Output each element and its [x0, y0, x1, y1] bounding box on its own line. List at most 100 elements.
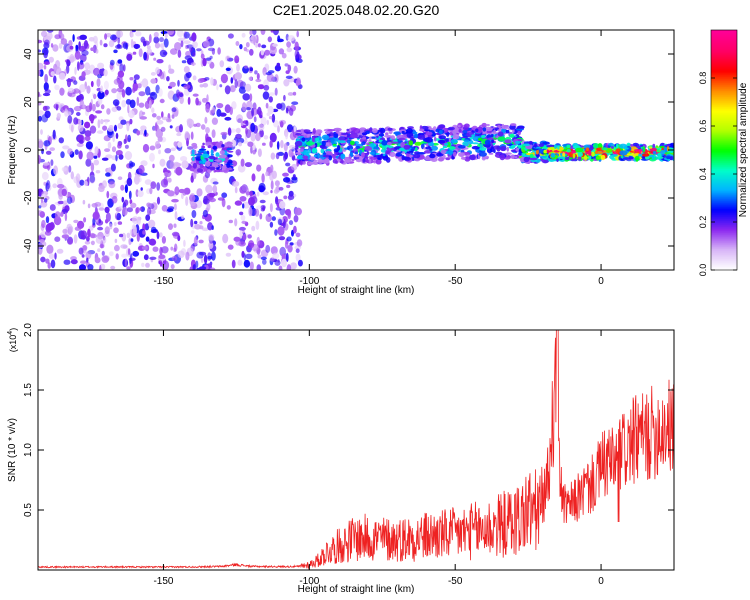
heat-cell	[285, 252, 289, 262]
heat-cell	[269, 257, 275, 262]
heat-cell	[301, 137, 306, 142]
heat-cell	[121, 99, 127, 108]
heat-cell	[181, 160, 189, 169]
heat-cell	[84, 121, 91, 129]
heat-cell	[164, 169, 172, 178]
heat-cell	[224, 85, 231, 95]
heat-cell	[81, 71, 86, 78]
heat-cell	[205, 143, 210, 146]
colorbar-step	[711, 112, 737, 115]
heat-cell	[129, 257, 132, 264]
heat-cell	[177, 141, 183, 148]
colorbar-step	[711, 180, 737, 183]
heat-cell	[605, 143, 608, 149]
heat-cell	[155, 121, 158, 132]
heat-cell	[247, 234, 252, 239]
heat-cell	[142, 111, 146, 115]
heat-cell	[317, 158, 323, 164]
heat-cell	[300, 146, 305, 149]
heat-cell	[138, 129, 144, 135]
heat-cell	[266, 73, 274, 82]
heat-cell	[262, 91, 270, 100]
colorbar-step	[711, 106, 737, 109]
colorbar-step	[711, 86, 737, 89]
heat-cell	[464, 123, 470, 128]
heat-cell	[505, 129, 510, 134]
heat-cell	[61, 188, 67, 197]
heat-cell	[90, 240, 95, 246]
heat-cell	[85, 158, 92, 167]
heat-cell	[268, 96, 273, 103]
heat-cell	[216, 84, 219, 91]
heat-cell	[138, 110, 144, 120]
heat-cell	[173, 203, 177, 211]
heat-cell	[62, 145, 70, 150]
heat-cell	[101, 255, 110, 263]
heat-cell	[227, 154, 233, 158]
heat-cell	[666, 156, 671, 160]
colorbar-gradient	[711, 30, 737, 271]
heat-cell	[53, 216, 62, 226]
heat-cell	[270, 180, 274, 190]
heat-cell	[90, 80, 94, 88]
colorbar-step	[711, 170, 737, 173]
heat-cell	[103, 43, 108, 48]
heat-cell	[142, 230, 146, 235]
heat-cell	[369, 158, 372, 164]
heat-cell	[296, 30, 300, 38]
heat-cell	[156, 182, 161, 191]
heat-cell	[69, 56, 77, 62]
heat-cell	[106, 190, 110, 199]
heat-cell	[375, 159, 382, 165]
heat-cell	[154, 42, 161, 49]
heat-cell	[209, 61, 215, 69]
heat-cell	[53, 66, 62, 75]
heat-cell	[302, 155, 309, 159]
heat-cell	[231, 259, 236, 269]
heat-cell	[434, 136, 437, 142]
heat-cell	[395, 150, 401, 153]
heat-cell	[225, 252, 232, 257]
colorbar-step	[711, 70, 737, 73]
heat-cell	[545, 154, 548, 157]
heat-cell	[382, 155, 389, 161]
heat-cell	[116, 106, 122, 111]
heat-cell	[116, 87, 124, 93]
heat-cell	[177, 49, 182, 58]
y-tick-label: 20	[23, 96, 34, 108]
colorbar-tick-label: 0.6	[698, 120, 708, 133]
heat-cell	[227, 127, 232, 136]
heat-cell	[155, 128, 163, 139]
heat-cell	[361, 137, 367, 140]
heat-cell	[74, 226, 82, 231]
heat-cell	[169, 125, 173, 129]
heat-cell	[206, 203, 211, 211]
heat-cell	[440, 149, 447, 154]
colorbar-step	[711, 82, 737, 85]
heat-cell	[192, 156, 195, 162]
heat-cell	[218, 154, 227, 159]
heat-cell	[327, 129, 335, 132]
colorbar-step	[711, 226, 737, 229]
heat-cell	[495, 127, 499, 130]
heat-cell	[67, 87, 75, 93]
heat-cell	[156, 59, 164, 64]
heat-cell	[280, 140, 284, 149]
heat-cell	[120, 184, 125, 191]
snr-y-label: SNR (10 * v/v)	[7, 418, 18, 482]
heat-cell	[135, 31, 142, 37]
heat-cell	[263, 72, 266, 76]
heat-cell	[83, 217, 87, 223]
heat-cell	[648, 146, 653, 149]
heat-cell	[446, 150, 454, 155]
heat-cell	[240, 158, 245, 167]
heat-cell	[137, 83, 142, 89]
colorbar-step	[711, 192, 737, 195]
heat-cell	[295, 232, 301, 238]
heat-cell	[328, 155, 333, 161]
heat-cell	[296, 239, 303, 247]
heat-cell	[110, 163, 116, 172]
heat-cell	[150, 181, 157, 190]
heat-cell	[54, 84, 60, 91]
heat-cell	[304, 158, 309, 162]
